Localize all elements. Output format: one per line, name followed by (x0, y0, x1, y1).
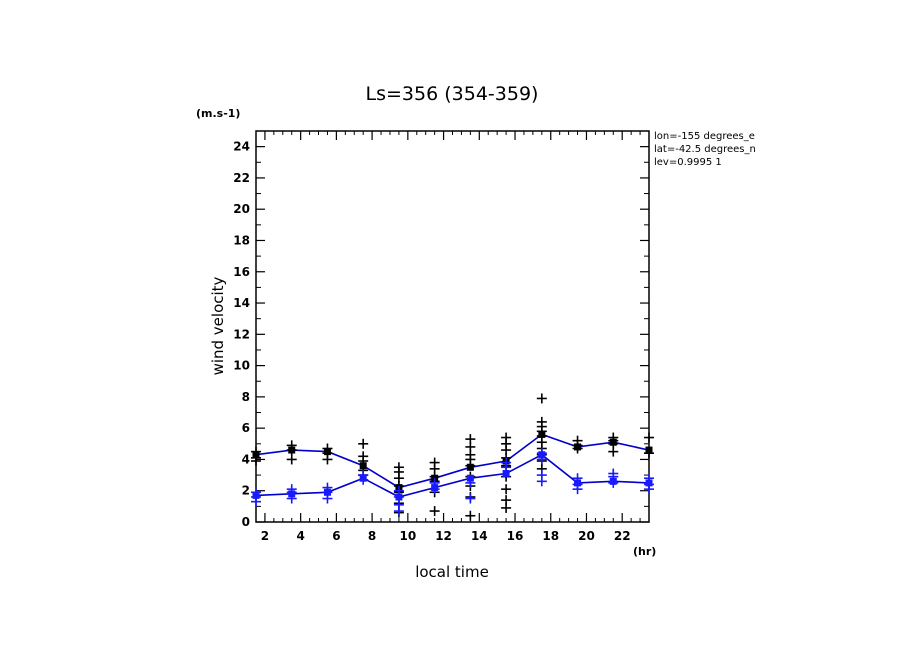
y-tick-label: 8 (242, 390, 250, 404)
y-tick-label: 6 (242, 421, 250, 435)
series-1-mean-marker (645, 446, 653, 454)
annotation-lat: lat=-42.5 degrees_n (654, 144, 756, 155)
series-2-mean-marker (609, 477, 617, 485)
series-2-mean-marker (538, 451, 546, 459)
x-tick-label: 22 (614, 529, 631, 543)
y-tick-label: 10 (233, 359, 250, 373)
series-1-line (255, 433, 650, 489)
series-2-mean-marker (574, 479, 582, 487)
series-2-mean-marker (466, 474, 474, 482)
series-2-point (393, 506, 404, 517)
series-2-point (465, 493, 476, 504)
x-tick-label: 2 (261, 529, 269, 543)
y-unit-label: (m.s-1) (196, 107, 240, 120)
series-2-mean-marker (288, 490, 296, 498)
y-tick-label: 20 (233, 202, 250, 216)
series-1-mean-marker (359, 462, 367, 470)
series-2-mean-marker (645, 479, 653, 487)
series-2-mean-marker (431, 484, 439, 492)
annotation-lon: lon=-155 degrees_e (654, 131, 755, 142)
y-tick-label: 2 (242, 484, 250, 498)
series-1-point (322, 454, 333, 465)
series-2-mean-marker (359, 474, 367, 482)
series-2-mean-marker (395, 493, 403, 501)
series-1-mean-marker (288, 446, 296, 454)
x-tick-label: 20 (578, 529, 595, 543)
series-2-mean-marker (323, 488, 331, 496)
x-unit-label: (hr) (633, 545, 656, 558)
x-tick-label: 18 (542, 529, 559, 543)
series-1-mean-marker (574, 443, 582, 451)
x-tick-label: 16 (507, 529, 524, 543)
series-1-point (465, 510, 476, 521)
series-1-point (644, 432, 654, 443)
series-2-point (536, 476, 547, 487)
y-tick-label: 22 (233, 171, 250, 185)
series-1-point (286, 454, 297, 465)
x-tick-label: 8 (368, 529, 376, 543)
series-2-mean-marker (252, 491, 260, 499)
x-axis-label: local time (415, 563, 489, 581)
series-2-line (255, 453, 650, 498)
plot-frame (255, 130, 650, 523)
series-1-point (501, 484, 512, 495)
annotation-lev: lev=0.9995 1 (654, 157, 722, 168)
chart-title: Ls=356 (354-359) (366, 83, 539, 105)
y-tick-label: 12 (233, 327, 250, 341)
series-1-mean-marker (252, 451, 260, 459)
y-tick-label: 24 (233, 140, 250, 154)
y-tick-label: 16 (233, 265, 250, 279)
series-1-point (608, 446, 619, 457)
x-tick-label: 12 (435, 529, 452, 543)
y-tick-label: 14 (233, 296, 250, 310)
series-1-mean-marker (466, 463, 474, 471)
x-tick-label: 10 (399, 529, 416, 543)
series-1-point (358, 438, 369, 449)
series-1-point (536, 393, 547, 404)
series-1-point (501, 502, 512, 513)
y-tick-label: 18 (233, 233, 250, 247)
y-tick-label: 0 (242, 515, 250, 529)
y-tick-label: 4 (242, 452, 250, 466)
series-1-mean-marker (538, 430, 546, 438)
x-tick-label: 14 (471, 529, 488, 543)
series-1-point (429, 506, 440, 517)
x-tick-label: 6 (332, 529, 340, 543)
series-1-mean-marker (323, 448, 331, 456)
plot-marks (251, 393, 654, 521)
series-2-mean-marker (502, 470, 510, 478)
y-axis-label: wind velocity (209, 276, 227, 375)
x-tick-label: 4 (296, 529, 304, 543)
series-1-mean-marker (609, 438, 617, 446)
